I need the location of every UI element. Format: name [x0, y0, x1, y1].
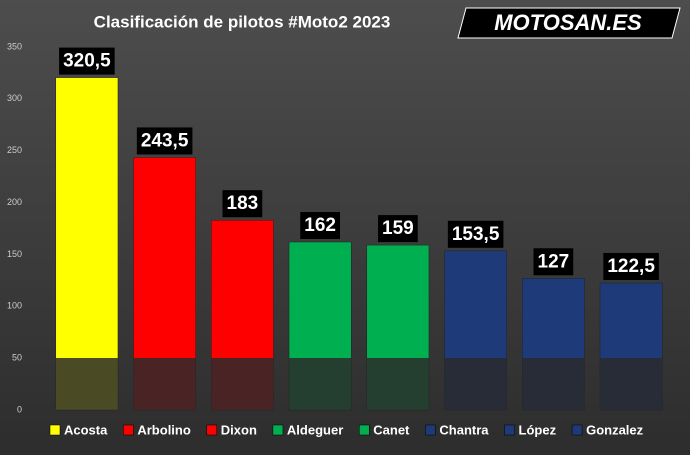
legend-swatch	[272, 424, 284, 436]
y-tick-label: 100	[7, 301, 22, 311]
legend-label: Dixon	[221, 422, 257, 437]
value-label-box	[603, 252, 659, 280]
y-tick-label: 0	[17, 404, 22, 414]
legend-label: Gonzalez	[586, 422, 644, 437]
legend-label: Chantra	[439, 422, 489, 437]
legend-swatch	[206, 424, 218, 436]
y-tick-label: 250	[7, 145, 22, 155]
value-label: 162	[304, 215, 336, 236]
value-label-box	[300, 211, 340, 239]
value-label: 320,5	[63, 51, 111, 72]
rider-photo	[133, 358, 196, 410]
value-label-box	[533, 248, 574, 276]
value-label-box	[59, 47, 115, 75]
legend-label: Arbolino	[137, 422, 190, 437]
value-label-box	[378, 215, 418, 243]
value-label: 127	[538, 251, 570, 272]
value-label: 183	[227, 193, 259, 214]
y-tick-label: 150	[7, 249, 22, 259]
logo-box	[457, 7, 681, 39]
value-label-box	[136, 127, 193, 155]
rider-photo	[444, 358, 507, 410]
legend-swatch	[49, 424, 61, 436]
rider-photo	[211, 358, 274, 410]
y-tick-label: 200	[7, 197, 22, 207]
legend-label: López	[519, 422, 557, 437]
rider-photo	[55, 358, 118, 410]
value-label: 153,5	[452, 224, 500, 245]
legend-swatch	[123, 424, 134, 436]
legend-swatch	[425, 424, 436, 436]
value-label: 159	[382, 218, 414, 239]
value-label-box	[447, 220, 504, 248]
bar	[55, 77, 119, 411]
y-tick-label: 350	[7, 41, 22, 51]
chart-title: Clasificación de pilotos #Moto2 2023	[94, 12, 391, 31]
y-tick-label: 50	[12, 353, 22, 363]
value-label: 122,5	[607, 256, 655, 277]
legend-swatch	[359, 424, 370, 436]
legend-label: Aldeguer	[287, 422, 343, 437]
rider-photo	[366, 358, 429, 410]
value-label-box	[222, 190, 263, 218]
legend-label: Acosta	[64, 422, 108, 437]
rider-photo	[289, 358, 352, 410]
value-label: 243,5	[141, 130, 189, 151]
rider-photo	[600, 358, 663, 410]
legend-swatch	[504, 424, 515, 436]
logo: MOTOSAN.ES	[494, 10, 642, 35]
rider-photo	[522, 358, 585, 410]
legend-label: Canet	[373, 422, 410, 437]
legend-swatch	[571, 424, 583, 436]
y-tick-label: 300	[7, 93, 22, 103]
